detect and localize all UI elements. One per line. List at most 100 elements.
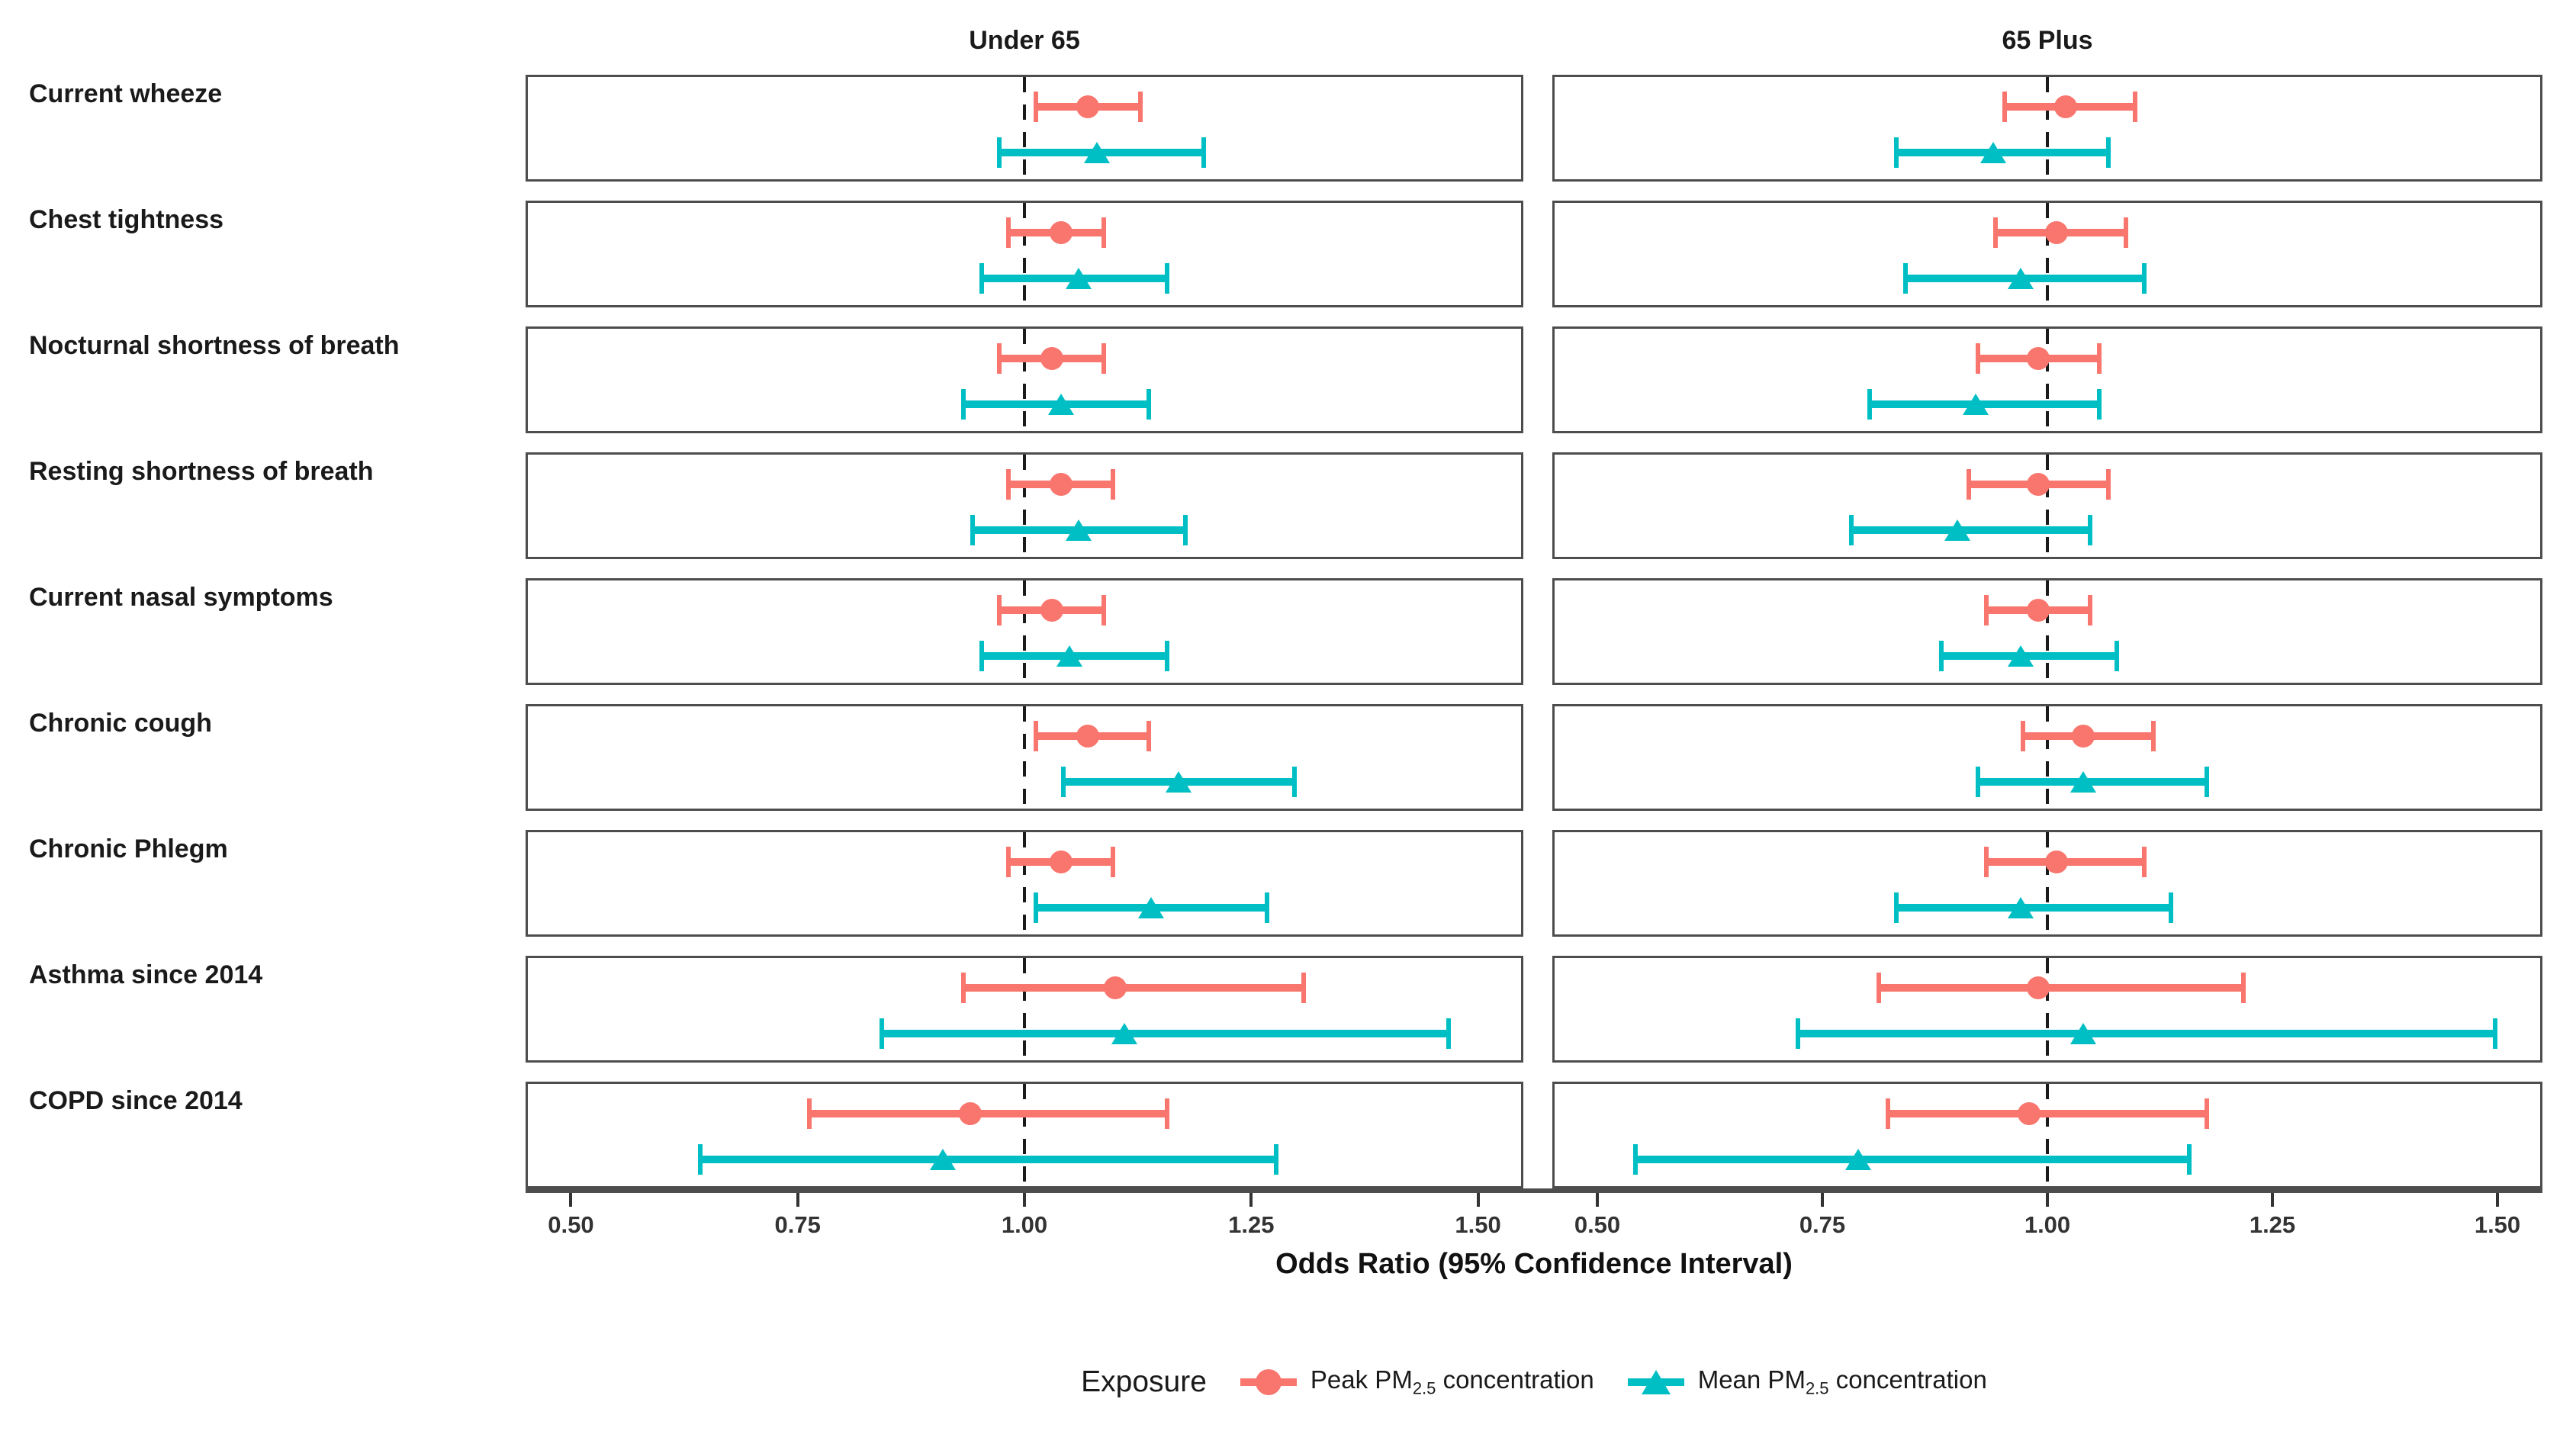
ci-line [697,1156,1278,1163]
ci-cap-high [2205,767,2210,797]
ci-cap-low [1867,389,1872,420]
ci-cap-high [2133,92,2137,122]
x-axis-tick-label: 1.25 [2249,1211,2296,1238]
point-marker-triangle [929,1149,956,1170]
point-marker-circle [2027,976,2050,999]
legend-item-label: Peak PM2.5 concentration [1310,1365,1594,1398]
ci-cap-high [1301,973,1306,1003]
reference-line [1023,77,1026,179]
ci-cap-high [2088,595,2092,625]
x-axis-tick [1596,1193,1599,1207]
ci-cap-high [1146,389,1152,420]
point-marker-triangle [1166,771,1192,793]
point-marker-circle [1049,473,1073,496]
ci-line [1876,984,2246,992]
ci-cap-high [2186,1144,2192,1175]
ci-line [960,984,1306,992]
row-label: Chronic cough [29,709,212,738]
row-label: Current nasal symptoms [29,583,333,612]
row-label: Current wheeze [29,79,223,108]
x-axis-tick-label: 0.75 [1799,1211,1846,1238]
reference-line [1023,1084,1026,1186]
point-marker-circle [1049,221,1073,244]
legend-key-marker [1641,1370,1671,1394]
ci-cap-high [1201,137,1206,168]
legend-title: Exposure [1081,1365,1207,1398]
facet-title-1: 65 Plus [2002,26,2093,55]
point-marker-triangle [2007,645,2034,667]
ci-cap-high [1101,343,1107,374]
ci-line [1795,1030,2497,1037]
ci-cap-high [2240,973,2246,1003]
ci-cap-low [1885,1098,1890,1129]
ci-cap-low [960,973,966,1003]
legend-item-label: Mean PM2.5 concentration [1697,1365,1987,1398]
x-axis-tick-label: 1.25 [1228,1211,1275,1238]
ci-cap-low [1894,137,1899,168]
reference-line [2046,706,2049,809]
point-marker-triangle [1056,645,1083,667]
point-marker-circle [2027,473,2050,496]
ci-cap-low [1975,767,1980,797]
ci-cap-low [1006,847,1011,877]
point-marker-circle [1076,95,1100,118]
ci-cap-high [1183,515,1188,545]
x-axis-title: Odds Ratio (95% Confidence Interval) [1275,1248,1793,1280]
point-marker-circle [2053,95,2077,118]
ci-cap-low [2020,721,2025,751]
ci-cap-low [1894,892,1899,923]
ci-cap-high [2205,1098,2210,1129]
ci-cap-low [1975,343,1980,374]
ci-line [1849,526,2092,534]
ci-cap-high [2141,847,2147,877]
row-label: Chest tightness [29,205,224,234]
ci-cap-high [2115,641,2120,671]
x-axis-tick-label: 1.00 [1001,1211,1048,1238]
point-marker-circle [1040,599,1063,622]
ci-cap-high [1101,595,1107,625]
ci-cap-high [2169,892,2174,923]
x-axis-tick-label: 1.50 [2474,1211,2521,1238]
x-axis-tick-label: 0.75 [774,1211,821,1238]
x-axis-tick [2046,1193,2049,1207]
ci-cap-low [1795,1018,1800,1049]
x-axis-tick [2271,1193,2274,1207]
reference-line [1023,832,1026,934]
reference-line [2046,329,2049,431]
x-axis-line [526,1188,2542,1193]
ci-cap-high [2493,1018,2497,1049]
reference-line [1023,455,1026,557]
point-marker-circle [2044,851,2068,873]
legend-item-mean: Mean PM2.5 concentration [1627,1364,1987,1400]
ci-cap-low [1903,263,1909,294]
ci-cap-high [1165,1098,1170,1129]
ci-cap-low [997,137,1002,168]
ci-cap-high [1165,641,1170,671]
reference-line [2046,455,2049,557]
reference-line [2046,580,2049,683]
x-axis-tick-label: 1.00 [2024,1211,2071,1238]
ci-cap-low [1033,892,1038,923]
ci-cap-low [997,595,1002,625]
ci-cap-low [1033,92,1038,122]
ci-cap-high [1110,847,1115,877]
ci-cap-low [979,641,984,671]
reference-line [1023,958,1026,1060]
point-marker-circle [1040,347,1063,370]
ci-cap-high [2105,137,2111,168]
ci-cap-high [2141,263,2147,294]
point-marker-triangle [1138,897,1165,918]
ci-cap-low [970,515,975,545]
ci-cap-low [997,343,1002,374]
ci-cap-low [960,389,966,420]
ci-cap-high [1291,767,1297,797]
ci-cap-high [1137,92,1143,122]
ci-cap-high [1446,1018,1451,1049]
row-label: COPD since 2014 [29,1086,243,1115]
ci-cap-low [2002,92,2007,122]
ci-cap-high [2096,343,2102,374]
point-marker-triangle [2007,897,2034,918]
ci-cap-low [1006,217,1011,248]
ci-cap-low [979,263,984,294]
